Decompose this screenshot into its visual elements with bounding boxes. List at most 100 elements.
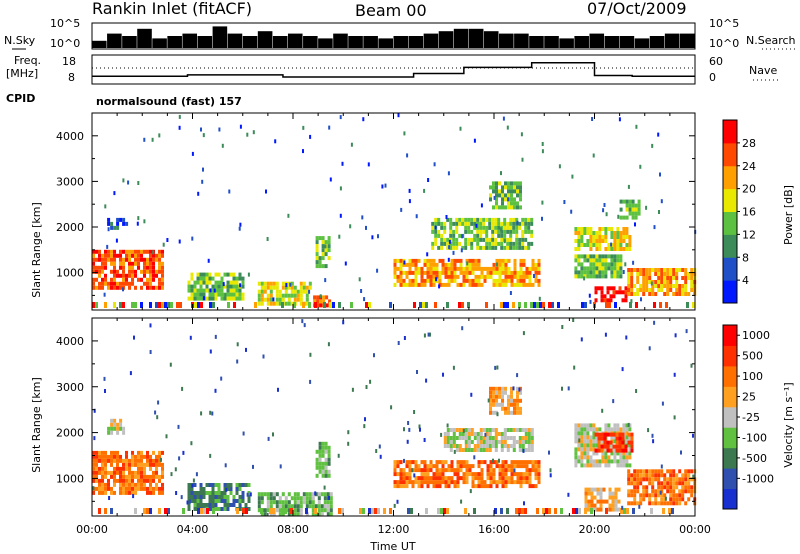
heatmap-cell <box>328 299 332 304</box>
sky-count-bar <box>257 31 273 48</box>
heatmap-cell <box>450 480 454 485</box>
heatmap-cell <box>675 284 679 288</box>
heatmap-cell <box>146 249 149 254</box>
heatmap-cell <box>122 430 126 435</box>
heatmap-cell <box>510 468 514 473</box>
heatmap-cell <box>639 268 643 272</box>
heatmap-cell <box>95 302 98 308</box>
heatmap-cell <box>446 241 450 246</box>
heatmap-cell <box>113 450 116 455</box>
heatmap-cell <box>627 288 631 292</box>
heatmap-cell <box>598 227 602 231</box>
heatmap-cell <box>528 266 532 271</box>
heatmap-cell <box>494 245 498 250</box>
heatmap-cell <box>448 245 451 250</box>
heatmap-cell <box>522 476 526 481</box>
heatmap-cell <box>494 440 498 444</box>
heatmap-cell <box>212 508 215 514</box>
heatmap-cell <box>101 462 104 467</box>
heatmap-cell <box>431 241 435 246</box>
nsky-label: N.Sky <box>4 34 36 47</box>
heatmap-cell <box>284 500 288 505</box>
heatmap-cell <box>134 273 137 278</box>
heatmap-cell <box>519 464 523 469</box>
heatmap-cell <box>199 272 203 277</box>
heatmap-cell <box>402 262 406 267</box>
heatmap-cell <box>506 448 510 452</box>
sky-count-bar <box>92 40 107 48</box>
heatmap-cell <box>236 359 239 364</box>
heatmap-cell <box>473 448 477 452</box>
heatmap-cell <box>122 269 125 274</box>
heatmap-cell <box>603 298 607 303</box>
heatmap-cell <box>480 468 484 473</box>
heatmap-cell <box>516 282 520 287</box>
heatmap-cell <box>501 205 504 210</box>
heatmap-cell <box>589 459 593 464</box>
heatmap-cell <box>651 493 655 498</box>
heatmap-cell <box>110 281 113 286</box>
heatmap-cell <box>429 480 433 485</box>
heatmap-cell <box>238 483 242 487</box>
heatmap-cell <box>574 427 578 432</box>
heatmap-cell <box>637 207 641 212</box>
heatmap-cell <box>501 476 505 481</box>
heatmap-cell <box>607 459 611 464</box>
heatmap-cell <box>290 281 294 286</box>
heatmap-cell <box>402 270 406 275</box>
heatmap-cell <box>492 278 496 283</box>
heatmap-cell <box>492 386 495 391</box>
heatmap-cell <box>537 460 541 465</box>
heatmap-cell <box>501 193 504 198</box>
heatmap-cell <box>513 181 516 186</box>
heatmap-cell <box>113 422 117 427</box>
heatmap-cell <box>507 468 511 473</box>
heatmap-cell <box>455 444 459 448</box>
heatmap-cell <box>690 272 694 276</box>
heatmap-cell <box>494 229 498 234</box>
heatmap-cell <box>299 504 303 509</box>
heatmap-cell <box>446 237 450 242</box>
heatmap-cell <box>678 493 682 498</box>
heatmap-cell <box>592 427 596 432</box>
heatmap-cell <box>289 282 292 287</box>
heatmap-cell <box>265 189 267 194</box>
heatmap-cell <box>205 284 209 289</box>
heatmap-cell <box>200 508 203 514</box>
heatmap-cell <box>597 436 601 441</box>
heatmap-cell <box>479 432 483 436</box>
heatmap-cell <box>290 293 294 298</box>
heatmap-cell <box>452 365 455 370</box>
heatmap-cell <box>513 197 516 202</box>
heatmap-cell <box>452 245 456 250</box>
heatmap-cell <box>158 454 161 459</box>
heatmap-cell <box>589 435 593 440</box>
heatmap-cell <box>444 468 448 473</box>
heatmap-cell <box>149 249 152 254</box>
power-ytick-label: 2000 <box>56 221 84 234</box>
heatmap-cell <box>474 258 478 263</box>
heatmap-cell <box>668 508 671 514</box>
heatmap-cell <box>447 270 451 275</box>
heatmap-cell <box>128 253 131 258</box>
heatmap-cell <box>128 257 131 262</box>
heatmap-cell <box>675 292 679 296</box>
heatmap-cell <box>410 508 413 514</box>
heatmap-cell <box>257 496 261 501</box>
freq-label: Freq. <box>14 54 41 67</box>
heatmap-cell <box>613 451 617 456</box>
heatmap-cell <box>483 266 487 271</box>
heatmap-cell <box>471 278 475 283</box>
heatmap-cell <box>489 476 493 481</box>
heatmap-cell <box>423 438 426 442</box>
heatmap-cell <box>193 491 197 495</box>
heatmap-cell <box>110 458 113 463</box>
heatmap-cell <box>660 280 664 284</box>
heatmap-cell <box>459 464 463 469</box>
sky-count-bar <box>438 31 454 48</box>
heatmap-cell <box>639 501 643 506</box>
heatmap-cell <box>110 462 113 467</box>
heatmap-cell <box>486 266 490 271</box>
heatmap-cell <box>396 460 400 465</box>
heatmap-cell <box>657 268 661 272</box>
